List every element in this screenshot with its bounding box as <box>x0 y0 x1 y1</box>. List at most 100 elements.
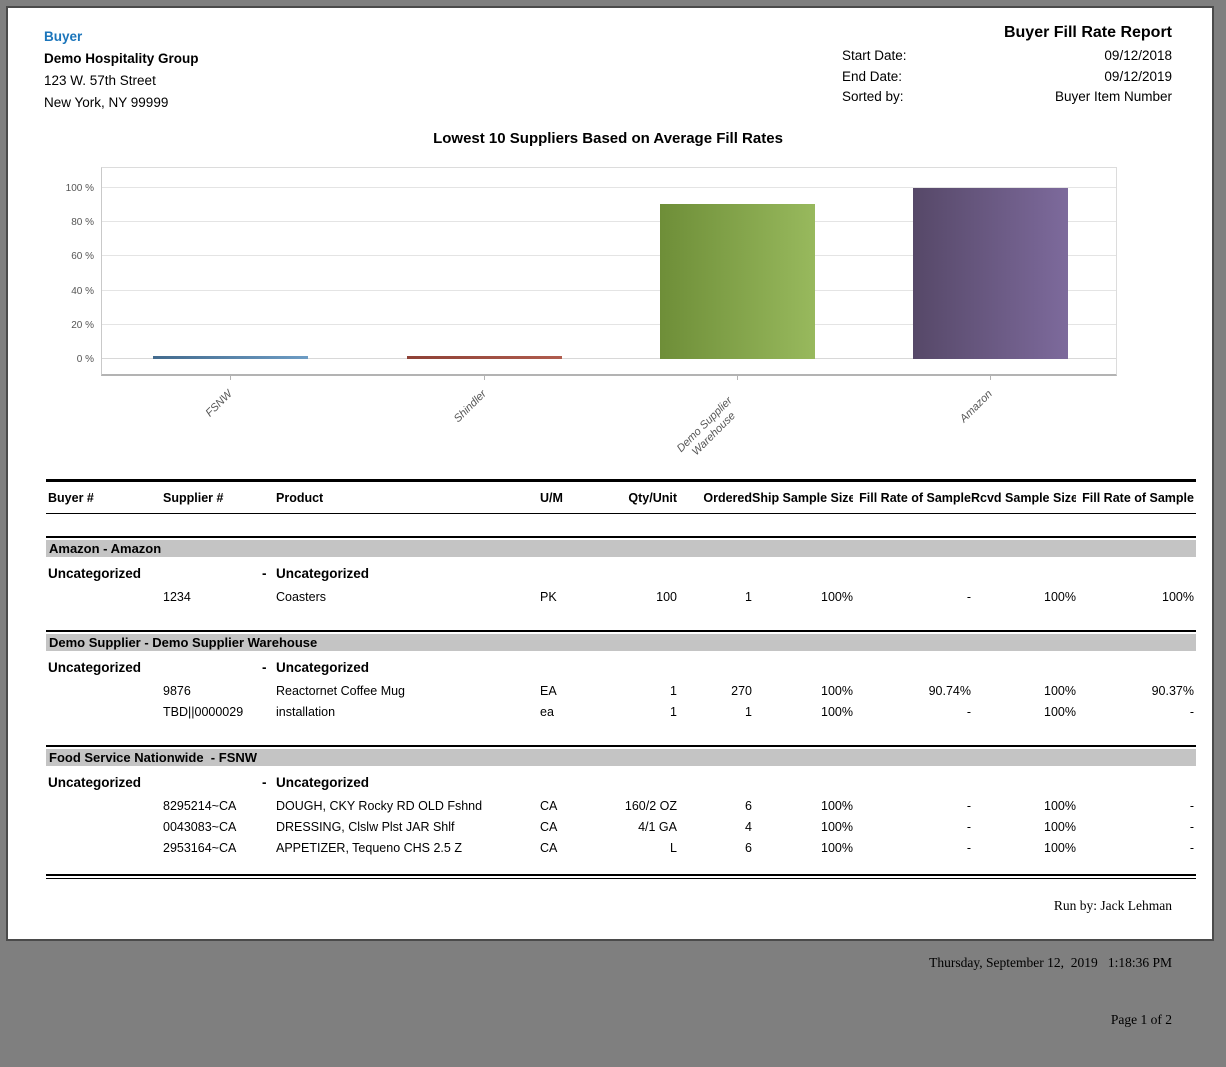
section-title-fsnw: Food Service Nationwide - FSNW <box>46 749 1196 766</box>
buyer-category: Uncategorized <box>48 660 142 675</box>
category-separator: - <box>262 660 267 675</box>
gridline-40 <box>102 290 1116 291</box>
end-date-value: 09/12/2019 <box>1104 68 1172 84</box>
page-footer: Run by: Jack Lehman Thursday, September … <box>929 858 1172 1067</box>
cell-qty-unit: L <box>670 841 677 855</box>
x-tick-fsnw <box>230 374 231 380</box>
cell-product: APPETIZER, Tequeno CHS 2.5 Z <box>276 841 462 855</box>
cell-qty-unit: 100 <box>656 590 677 604</box>
x-axis-labels: FSNW Shindler Demo Supplier Warehouse Am… <box>102 374 1116 464</box>
cell-ship-sample-size: 100% <box>821 841 853 855</box>
cell-um: CA <box>540 799 558 813</box>
cell-fill-rate-ship: - <box>966 799 971 813</box>
cell-rcvd-sample-size: 100% <box>1044 705 1076 719</box>
cell-qty-unit: 1 <box>670 684 677 698</box>
cell-supplier-number: 9876 <box>163 684 191 698</box>
cell-ship-sample-size: 100% <box>821 820 853 834</box>
gridline-60 <box>102 255 1116 256</box>
cell-fill-rate-ship: - <box>966 841 971 855</box>
section-demo-supplier: Demo Supplier - Demo Supplier Warehouse … <box>46 630 1196 723</box>
cell-ordered: 270 <box>731 684 752 698</box>
cell-fill-rate-ship: - <box>966 590 971 604</box>
buyer-label: Buyer <box>44 29 83 44</box>
y-tick-0: 0 % <box>76 354 94 365</box>
category-separator: - <box>262 566 267 581</box>
col-ship-sample-size: Ship Sample Size <box>752 491 853 505</box>
cell-buyer-number <box>48 702 163 723</box>
cell-supplier-number: 2953164~CA <box>163 841 237 855</box>
y-tick-80: 80 % <box>71 217 94 228</box>
cell-fill-rate-rcvd: - <box>1189 841 1194 855</box>
cell-buyer-number <box>48 796 163 817</box>
sorted-by-value: Buyer Item Number <box>1054 89 1172 104</box>
section-band-wrap: Demo Supplier - Demo Supplier Warehouse <box>46 630 1196 651</box>
cell-fill-rate-ship: 90.74% <box>928 684 971 698</box>
cell-rcvd-sample-size: 100% <box>1044 820 1076 834</box>
company-address-line2: New York, NY 99999 <box>44 95 169 110</box>
cell-fill-rate-rcvd: - <box>1189 799 1194 813</box>
section-band-wrap: Food Service Nationwide - FSNW <box>46 745 1196 766</box>
cell-ship-sample-size: 100% <box>821 705 853 719</box>
run-by: Run by: Jack Lehman <box>1053 898 1172 913</box>
cell-buyer-number <box>48 838 163 859</box>
col-um: U/M <box>540 491 563 505</box>
report-meta-block: Buyer Fill Rate Report Start Date: 09/12… <box>842 24 1172 108</box>
bar-demo-supplier-warehouse <box>660 204 815 359</box>
company-block: Buyer Demo Hospitality Group 123 W. 57th… <box>44 26 199 114</box>
col-fill-rate-ship: Fill Rate of Sample <box>859 491 971 505</box>
x-tick-demo-supplier-warehouse <box>737 374 738 380</box>
cell-ordered: 6 <box>745 799 752 813</box>
col-qty-unit: Qty/Unit <box>628 491 677 505</box>
buyer-category: Uncategorized <box>48 775 142 790</box>
x-tick-amazon <box>990 374 991 380</box>
cell-fill-rate-ship: - <box>966 820 971 834</box>
section-band-wrap: Amazon - Amazon <box>46 536 1196 557</box>
supplier-category: Uncategorized <box>276 660 370 675</box>
gridline-100 <box>102 187 1116 188</box>
x-label-amazon: Amazon <box>957 388 995 426</box>
cell-fill-rate-rcvd: - <box>1189 820 1194 834</box>
cell-um: CA <box>540 820 558 834</box>
cell-supplier-number: 0043083~CA <box>163 820 237 834</box>
end-date-row: End Date: 09/12/2019 <box>842 67 1172 88</box>
cell-ship-sample-size: 100% <box>821 684 853 698</box>
table-row: TBD||0000029 installation ea 1 1 100% - … <box>46 702 1196 723</box>
table-header-row: Buyer # Supplier # Product U/M Qty/Unit … <box>46 479 1196 514</box>
category-row: Uncategorized - Uncategorized <box>46 566 1196 581</box>
cell-rcvd-sample-size: 100% <box>1044 684 1076 698</box>
cell-rcvd-sample-size: 100% <box>1044 590 1076 604</box>
section-title-amazon: Amazon - Amazon <box>46 540 1196 557</box>
run-datetime: Thursday, September 12, 2019 1:18:36 PM <box>929 955 1172 970</box>
x-label-demo-supplier-warehouse: Demo Supplier Warehouse <box>674 394 738 459</box>
company-name: Demo Hospitality Group <box>44 51 199 66</box>
sorted-by-label: Sorted by: <box>842 89 904 104</box>
report-title: Buyer Fill Rate Report <box>1003 24 1172 41</box>
cell-qty-unit: 160/2 OZ <box>624 799 677 813</box>
section-rows: 8295214~CA DOUGH, CKY Rocky RD OLD Fshnd… <box>46 796 1196 859</box>
y-tick-20: 20 % <box>71 320 94 331</box>
supplier-category: Uncategorized <box>276 775 370 790</box>
gridline-0 <box>102 358 1116 359</box>
cell-rcvd-sample-size: 100% <box>1044 841 1076 855</box>
cell-buyer-number <box>48 817 163 838</box>
section-rows: 1234 Coasters PK 100 1 100% - 100% 100% <box>46 587 1196 608</box>
cell-product: Reactornet Coffee Mug <box>276 684 406 698</box>
company-address-line1: 123 W. 57th Street <box>44 73 156 88</box>
start-date-label: Start Date: <box>842 48 907 63</box>
start-date-row: Start Date: 09/12/2018 <box>842 46 1172 67</box>
cell-buyer-number <box>48 681 163 702</box>
table-row: 9876 Reactornet Coffee Mug EA 1 270 100%… <box>46 681 1196 702</box>
section-amazon: Amazon - Amazon Uncategorized - Uncatego… <box>46 536 1196 608</box>
fill-rate-table: Buyer # Supplier # Product U/M Qty/Unit … <box>46 479 1196 879</box>
col-fill-rate-rcvd: Fill Rate of Sample <box>1082 491 1194 505</box>
report-page: Buyer Demo Hospitality Group 123 W. 57th… <box>6 6 1214 1027</box>
cell-fill-rate-rcvd: - <box>1189 705 1194 719</box>
sorted-by-row: Sorted by: Buyer Item Number <box>842 87 1172 108</box>
category-row: Uncategorized - Uncategorized <box>46 775 1196 790</box>
col-ordered: Ordered <box>703 491 752 505</box>
bar-fsnw <box>153 356 308 359</box>
cell-ordered: 1 <box>745 590 752 604</box>
end-date-label: End Date: <box>842 68 903 84</box>
cell-rcvd-sample-size: 100% <box>1044 799 1076 813</box>
cell-ship-sample-size: 100% <box>821 799 853 813</box>
